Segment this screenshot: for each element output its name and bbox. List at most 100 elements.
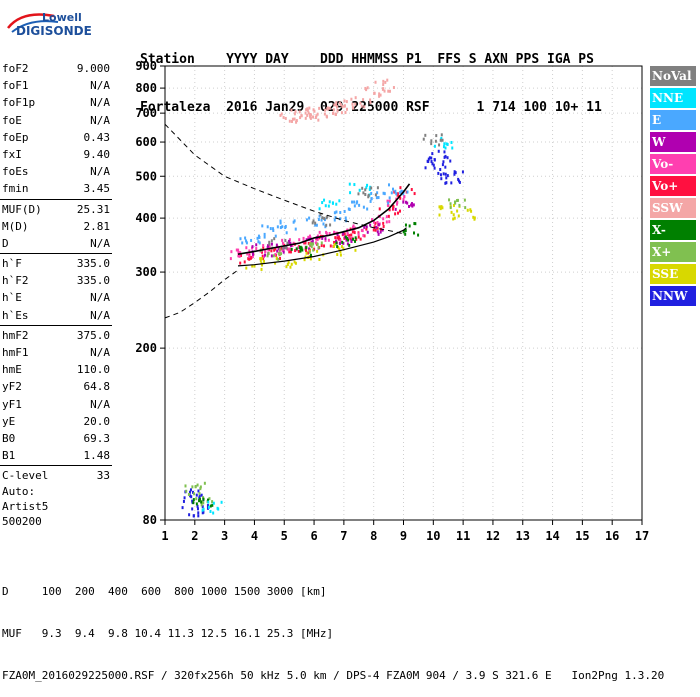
echo-point (248, 257, 251, 261)
echo-point (452, 203, 455, 207)
echo-point (431, 152, 434, 156)
echo-point (239, 251, 242, 255)
echo-point (333, 103, 336, 107)
echo-point (376, 186, 379, 190)
echo-point (431, 162, 434, 166)
echo-point (403, 195, 406, 199)
param-value: 20.0 (83, 414, 111, 428)
echo-point (247, 257, 250, 261)
echo-point (266, 245, 269, 249)
echo-point (191, 485, 194, 489)
echo-point (289, 241, 292, 245)
echo-point (382, 87, 385, 91)
echo-point (336, 252, 339, 256)
echo-point (369, 199, 372, 203)
echo-point (343, 99, 346, 103)
echo-point (309, 257, 312, 261)
echo-point (437, 149, 440, 153)
echo-point (338, 247, 341, 251)
x-tick-label: 8 (370, 529, 377, 543)
echo-point (365, 225, 368, 229)
echo-point (308, 250, 311, 254)
echo-point (338, 101, 341, 105)
param-row: hmE 110.0 (0, 361, 112, 378)
echo-point (274, 247, 277, 251)
echo-point (377, 196, 380, 200)
echo-point (258, 241, 261, 245)
legend-entry: NNW (650, 286, 696, 306)
echo-point (308, 216, 311, 220)
param-value: 0.43 (83, 130, 111, 144)
file-info-row: FZA0M_2016029225000.RSF / 320fx256h 50 k… (2, 669, 665, 682)
param-separator (0, 465, 112, 467)
echo-point (370, 197, 373, 201)
y-tick-label: 300 (135, 265, 157, 279)
echo-point (337, 237, 340, 241)
echo-point (336, 236, 339, 240)
echo-point (449, 206, 452, 210)
echo-point (339, 211, 342, 215)
echo-point (318, 207, 321, 211)
param-row: yF1 N/A (0, 396, 112, 413)
param-row: yE 20.0 (0, 413, 112, 430)
echo-point (310, 245, 313, 249)
echo-point (357, 235, 360, 239)
param-row: C-level 33 (0, 467, 112, 484)
echo-point (240, 253, 243, 257)
logo-line2: DIGISONDE (16, 24, 92, 38)
legend-entry: Vo+ (650, 176, 696, 196)
echo-point (324, 204, 327, 208)
echo-point (294, 261, 297, 265)
echo-point (290, 247, 293, 251)
echo-point (442, 160, 445, 164)
echo-point (311, 239, 314, 243)
echo-point (305, 108, 308, 112)
echo-point (277, 251, 280, 255)
echo-point (361, 186, 364, 190)
echo-point (369, 98, 372, 102)
param-label: h`F (2, 257, 22, 271)
echo-point (207, 505, 210, 509)
echo-point (263, 235, 266, 239)
echo-point (399, 190, 402, 194)
echo-point (472, 215, 475, 219)
echo-point (197, 489, 200, 493)
echo-point (318, 230, 321, 234)
echo-point (339, 253, 342, 257)
echo-point (284, 116, 287, 120)
echo-point (332, 108, 335, 112)
echo-point (382, 217, 385, 221)
echo-point (363, 105, 366, 109)
echo-point (212, 501, 215, 505)
echo-point (453, 200, 456, 204)
legend-entry: NoVal (650, 66, 696, 86)
echo-point (334, 236, 337, 240)
echo-point (323, 112, 326, 116)
echo-point (329, 223, 332, 227)
x-tick-label: 4 (251, 529, 258, 543)
echo-point (259, 258, 262, 262)
echo-point (342, 247, 345, 251)
echo-point (316, 234, 319, 238)
echo-point (290, 108, 293, 112)
x-tick-label: 10 (426, 529, 440, 543)
y-tick-label: 500 (135, 169, 157, 183)
echo-point (457, 179, 460, 183)
param-row: foE N/A (0, 112, 112, 129)
echo-point (350, 233, 353, 237)
echo-point (306, 108, 309, 112)
echo-point (289, 265, 292, 269)
param-value: N/A (90, 79, 110, 93)
echo-point (434, 139, 437, 143)
echo-point (398, 209, 401, 213)
echo-point (207, 498, 210, 502)
echo-point (453, 170, 456, 174)
echo-point (268, 240, 271, 244)
echo-point (413, 231, 416, 235)
x-tick-label: 11 (456, 529, 470, 543)
echo-point (410, 203, 413, 207)
echo-point (335, 202, 338, 206)
echo-point (396, 192, 399, 196)
echo-point (456, 209, 459, 213)
echo-point (374, 228, 377, 232)
